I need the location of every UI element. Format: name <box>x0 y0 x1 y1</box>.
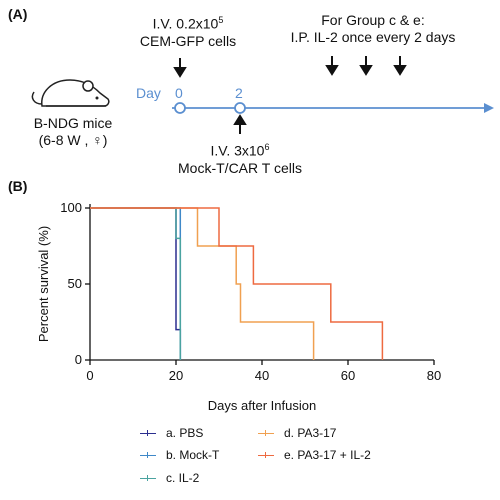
x-tick-label-1: 20 <box>169 368 183 383</box>
panel-b-label: (B) <box>8 178 28 194</box>
legend-item-il2: c. IL-2 <box>140 471 199 485</box>
legend-swatch-pa3-17-il2 <box>258 451 274 458</box>
panel-a-label: (A) <box>8 6 28 22</box>
x-tick-label-3: 60 <box>341 368 355 383</box>
series-line-0 <box>90 207 182 360</box>
group-note-line1: For Group c & e: <box>321 12 425 28</box>
legend-item-pa3-17-il2: e. PA3-17 + IL-2 <box>258 448 371 462</box>
timeline-diagram <box>31 56 494 134</box>
day0-marker <box>174 102 186 114</box>
x-tick-label-2: 40 <box>255 368 269 383</box>
legend-item-pbs: a. PBS <box>140 426 203 440</box>
mouse-icon <box>31 79 110 107</box>
arrow-down-icon-1 <box>325 56 339 76</box>
x-axis-label: Days after Infusion <box>208 398 316 413</box>
injection-bottom-line1: I.V. 3x10 <box>210 142 265 159</box>
legend-label-pa3-17: d. PA3-17 <box>284 426 337 440</box>
legend-label-mock-t: b. Mock-T <box>166 448 220 462</box>
arrow-up-icon <box>233 114 247 134</box>
legend-swatch-il2 <box>140 474 156 481</box>
series-line-4 <box>90 207 384 360</box>
injection-top-sup: 5 <box>218 15 224 25</box>
survival-chart: 0 20 40 60 80 0 50 100 Days after Infusion Percen… <box>36 200 441 413</box>
legend-item-pa3-17: d. PA3-17 <box>258 426 336 440</box>
x-tick-label-0: 0 <box>86 368 93 383</box>
y-tick-label-1: 50 <box>68 276 82 291</box>
series-line-2 <box>90 207 182 360</box>
legend-label-pbs: a. PBS <box>166 426 204 440</box>
arrow-down-icon-2 <box>359 56 373 76</box>
injection-bottom-text: I.V. 3x106 Mock-T/CAR T cells <box>160 139 320 177</box>
mice-label-line1: B-NDG mice <box>33 115 113 131</box>
arrow-down-icon <box>173 58 187 78</box>
legend-swatch-mock-t <box>140 451 156 458</box>
legend-item-mock-t: b. Mock-T <box>140 448 219 462</box>
y-axis-label: Percent survival (%) <box>36 226 51 342</box>
arrow-down-icon-3 <box>393 56 407 76</box>
timeline-day0-label: 0 <box>175 85 183 101</box>
y-tick-label-2: 100 <box>60 200 82 215</box>
timeline-axis <box>172 102 494 114</box>
injection-top-line1: I.V. 0.2x10 <box>152 15 219 32</box>
timeline-day-label: Day <box>136 85 161 101</box>
series-line-1 <box>90 207 182 360</box>
group-note-line2: I.P. IL-2 once every 2 days <box>290 29 456 45</box>
legend-swatch-pbs <box>140 429 156 436</box>
mice-label: B-NDG mice (6-8 W , ♀) <box>18 115 128 149</box>
timeline-day2-label: 2 <box>235 85 243 101</box>
y-tick-label-0: 0 <box>75 352 82 367</box>
day2-marker <box>234 102 246 114</box>
mice-label-line2: (6-8 W , ♀) <box>38 132 108 148</box>
group-note: For Group c & e: I.P. IL-2 once every 2 … <box>268 12 478 46</box>
injection-top-line2: CEM-GFP cells <box>139 32 237 49</box>
x-tick-label-4: 80 <box>427 368 441 383</box>
legend-label-pa3-17-il2: e. PA3-17 + IL-2 <box>284 448 371 462</box>
chart-legend: a. PBS b. Mock-T c. IL-2 d. PA3-17 e. PA… <box>0 420 500 500</box>
injection-bottom-sup: 6 <box>264 142 270 152</box>
legend-swatch-pa3-17 <box>258 429 274 436</box>
legend-label-il2: c. IL-2 <box>166 471 200 485</box>
injection-top-text: I.V. 0.2x105 CEM-GFP cells <box>128 12 248 50</box>
injection-bottom-line2: Mock-T/CAR T cells <box>178 159 302 176</box>
